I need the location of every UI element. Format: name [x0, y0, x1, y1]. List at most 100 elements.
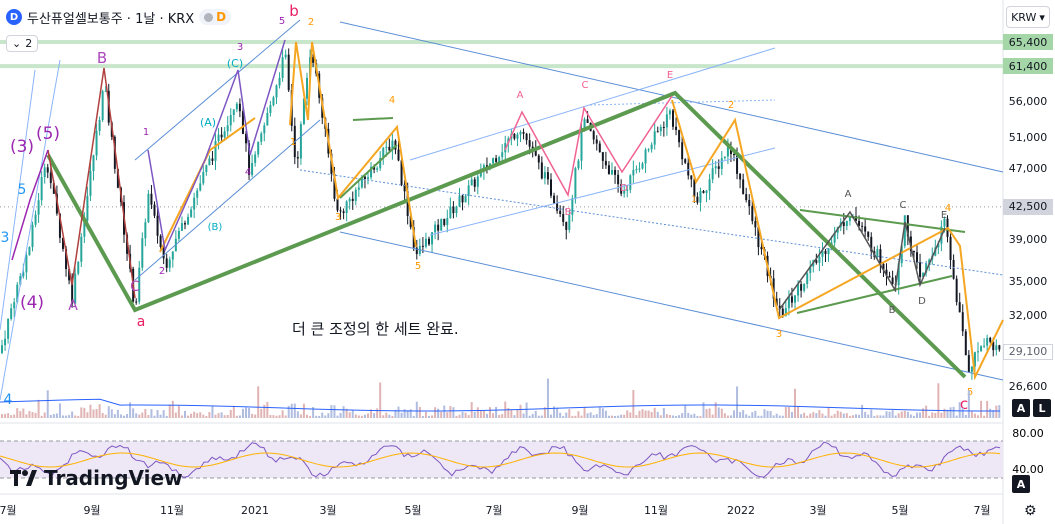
candle-body: [559, 210, 562, 215]
wave-label: 5: [967, 387, 973, 398]
candle-body: [336, 198, 339, 211]
candle-body: [876, 249, 879, 257]
candle-body: [607, 165, 610, 175]
chart-annotation: 더 큰 조정의 한 세트 완료.: [292, 320, 459, 338]
volume-bar: [769, 411, 772, 418]
candle-body: [281, 57, 284, 78]
volume-bar: [278, 415, 281, 418]
chevron-down-icon: ▾: [1039, 10, 1045, 24]
candle-body: [257, 141, 260, 155]
candle-body: [223, 131, 226, 138]
y-tick-label: 47,000: [1008, 161, 1048, 175]
volume-bar: [65, 415, 68, 418]
volume-bar: [617, 415, 620, 418]
candle-body: [778, 305, 781, 309]
volume-bar: [794, 388, 796, 418]
candle-body: [833, 232, 836, 243]
candle-body: [916, 252, 918, 263]
wave-label: 2: [159, 266, 165, 277]
wave-label: D: [918, 296, 926, 307]
volume-bar: [830, 415, 833, 418]
candle-body: [196, 190, 199, 198]
volume-bar: [388, 414, 391, 418]
volume-bar: [864, 411, 867, 418]
candle-body: [241, 111, 244, 134]
delayed-badge-label: D: [216, 10, 227, 24]
volume-bar: [333, 405, 336, 418]
x-tick-label: 3월: [809, 504, 826, 517]
candle-body: [681, 142, 684, 160]
price-pane: [0, 0, 1003, 420]
volume-bar: [827, 407, 830, 418]
volume-bar: [144, 408, 147, 418]
volume-bar: [43, 412, 46, 418]
candle-body: [705, 190, 708, 193]
volume-bar: [562, 415, 565, 418]
volume-bar: [315, 415, 318, 418]
candle-body: [641, 163, 644, 169]
candle-body: [592, 131, 595, 140]
volume-bar: [7, 413, 10, 418]
volume-bar: [626, 410, 629, 418]
volume-bar: [284, 415, 287, 418]
volume-bar: [135, 413, 138, 418]
indicator-collapse-button[interactable]: ⌄ 2: [6, 35, 39, 52]
volume-bar: [354, 414, 357, 418]
currency-button[interactable]: KRW ▾: [1006, 6, 1050, 28]
y-tick-label: 42,500: [1003, 198, 1053, 215]
volume-bar: [254, 414, 257, 418]
candle-body: [150, 193, 153, 205]
candle-body: [775, 298, 778, 306]
gear-icon[interactable]: ⚙: [1024, 503, 1037, 519]
volume-bar: [611, 415, 613, 418]
candle-body: [409, 215, 412, 228]
y-tick-label: 26,600: [1008, 379, 1048, 393]
symbol-header[interactable]: D 두산퓨얼셀보통주 · 1날 · KRX D: [6, 6, 232, 28]
candle-body: [406, 191, 409, 216]
volume-bar: [891, 410, 894, 418]
volume-bar: [370, 409, 373, 418]
candle-body: [58, 213, 61, 238]
impulse-wave-line: [47, 67, 136, 299]
candle-body: [22, 272, 25, 277]
candle-body: [4, 338, 7, 346]
rsi-tick-label: 40.00: [1012, 462, 1044, 476]
candle-body: [556, 203, 559, 211]
y-tick-label: 39,000: [1008, 233, 1048, 247]
volume-bar: [702, 402, 705, 418]
volume-bar: [171, 400, 174, 418]
candle-body: [614, 170, 617, 175]
volume-bar: [726, 415, 729, 418]
y-tick-label: 65,400: [1003, 34, 1053, 50]
rsi-line: [0, 441, 1001, 478]
volume-bar: [815, 413, 818, 418]
volume-bar: [318, 415, 321, 418]
log-scale-button[interactable]: L: [1033, 399, 1051, 417]
candle-body: [665, 114, 668, 128]
candle-body: [34, 214, 37, 225]
volume-bar: [912, 415, 915, 418]
candle-body: [266, 112, 269, 126]
candle-body: [534, 148, 537, 156]
candle-body: [272, 97, 275, 106]
auto-scale-button[interactable]: A: [1012, 399, 1030, 417]
volume-bar: [745, 414, 748, 418]
candle-body: [95, 130, 98, 156]
impulse-wave-line: [147, 39, 286, 253]
volume-ma-line: [0, 398, 1001, 412]
candle-body: [101, 91, 104, 120]
candle-body: [964, 331, 967, 356]
candle-body: [449, 206, 452, 218]
volume-bar: [879, 415, 882, 418]
candle-body: [424, 238, 427, 247]
wave-label: 5: [279, 16, 285, 27]
volume-bar: [696, 415, 699, 418]
candle-body: [467, 185, 470, 197]
volume-bar: [235, 415, 238, 418]
candle-body: [452, 206, 455, 214]
volume-bar: [614, 415, 617, 418]
candle-body: [269, 105, 272, 113]
y-tick-label: 51,000: [1008, 130, 1048, 144]
rsi-auto-scale-button[interactable]: A: [1012, 475, 1030, 493]
